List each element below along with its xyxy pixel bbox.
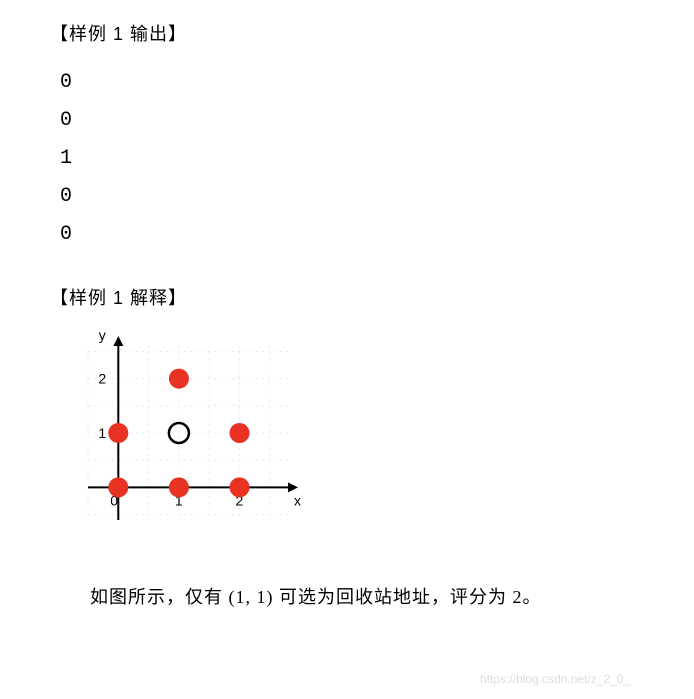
svg-text:2: 2 <box>98 371 106 387</box>
output-line: 1 <box>60 140 644 178</box>
output-line: 0 <box>60 64 644 102</box>
sample-explain-heading: 【样例 1 解释】 <box>50 284 644 310</box>
svg-text:1: 1 <box>98 425 106 441</box>
explanation-text: 如图所示，仅有 (1, 1) 可选为回收站地址，评分为 2。 <box>90 583 644 609</box>
scatter-chart: 01212xy <box>50 330 644 553</box>
watermark-text: https://blog.csdn.net/z_2_0_ <box>480 672 630 686</box>
output-line: 0 <box>60 216 644 254</box>
output-line: 0 <box>60 102 644 140</box>
sample-output-block: 00100 <box>60 64 644 254</box>
output-line: 0 <box>60 178 644 216</box>
sample-output-heading: 【样例 1 输出】 <box>50 20 644 46</box>
svg-text:x: x <box>294 492 301 508</box>
svg-text:y: y <box>99 330 106 343</box>
